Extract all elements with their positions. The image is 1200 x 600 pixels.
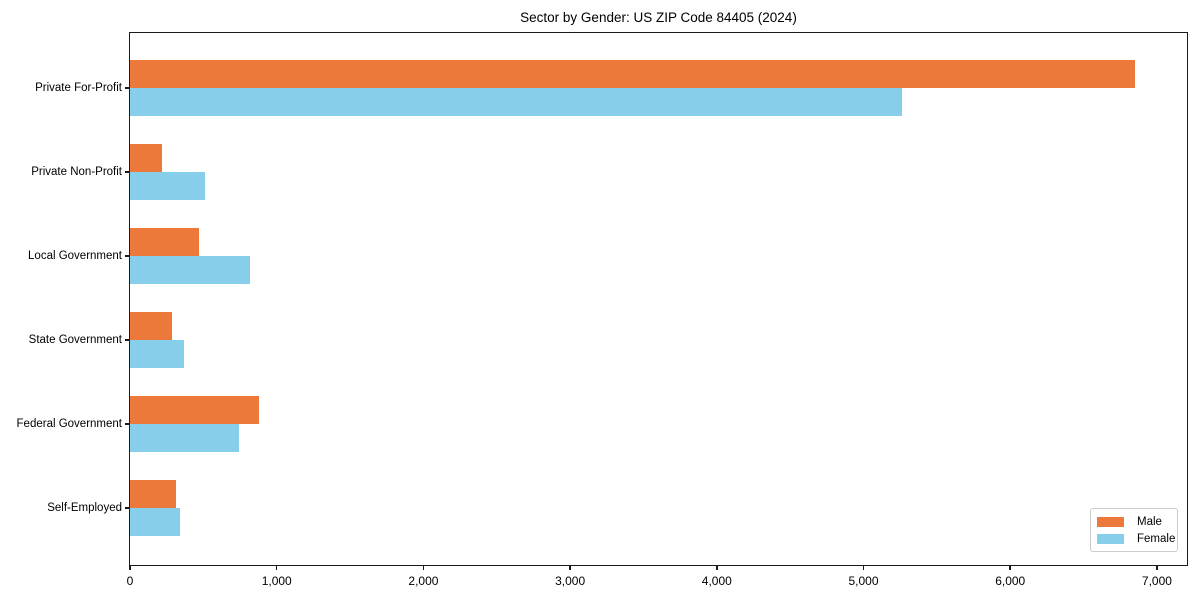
bar-male-4	[130, 312, 172, 340]
x-tick-label: 2,000	[408, 574, 439, 588]
x-tick-label: 3,000	[555, 574, 586, 588]
x-tick-label: 1,000	[261, 574, 292, 588]
legend-item-male: Male	[1097, 514, 1171, 529]
female-legend-label: Female	[1137, 532, 1176, 545]
x-tick-mark	[1009, 565, 1011, 570]
bar-male-3	[130, 228, 199, 256]
bar-male-1	[130, 60, 1135, 88]
y-axis-category-label: Local Government	[28, 250, 122, 262]
y-axis-category-label: Private For-Profit	[35, 82, 122, 94]
x-tick-mark	[716, 565, 718, 570]
y-tick-mark	[125, 255, 130, 257]
bar-male-5	[130, 396, 260, 424]
y-axis-category-label: Private Non-Profit	[31, 166, 122, 178]
x-tick-mark	[569, 565, 571, 570]
y-axis-category-label: Self-Employed	[47, 502, 122, 514]
bar-female-1	[130, 88, 902, 116]
chart-title: Sector by Gender: US ZIP Code 84405 (202…	[520, 10, 797, 25]
legend-item-female: Female	[1097, 531, 1175, 546]
bar-male-2	[130, 144, 163, 172]
bar-female-2	[130, 172, 205, 200]
y-tick-mark	[125, 423, 130, 425]
bar-female-6	[130, 508, 180, 536]
x-tick-label: 6,000	[995, 574, 1026, 588]
female-legend-swatch	[1097, 533, 1124, 544]
bar-female-5	[130, 424, 239, 452]
male-legend-swatch	[1097, 516, 1124, 527]
y-axis-category-label: State Government	[28, 334, 122, 346]
x-tick-label: 7,000	[1141, 574, 1172, 588]
x-tick-label: 0	[126, 574, 134, 588]
x-tick-mark	[129, 565, 131, 570]
bar-male-6	[130, 480, 177, 508]
x-tick-mark	[862, 565, 865, 570]
x-tick-mark	[275, 565, 278, 570]
male-legend-label: Male	[1137, 515, 1162, 528]
x-tick-mark	[422, 565, 425, 570]
y-tick-mark	[125, 171, 130, 173]
y-tick-mark	[125, 507, 130, 509]
x-tick-label: 5,000	[848, 574, 879, 588]
y-tick-mark	[125, 87, 130, 89]
x-tick-label: 4,000	[701, 574, 732, 588]
y-tick-mark	[125, 339, 130, 341]
legend: Male Female	[1090, 508, 1178, 552]
x-tick-mark	[1156, 565, 1158, 570]
bar-female-4	[130, 340, 185, 368]
bar-female-3	[130, 256, 250, 284]
y-axis-category-label: Federal Government	[16, 418, 122, 430]
